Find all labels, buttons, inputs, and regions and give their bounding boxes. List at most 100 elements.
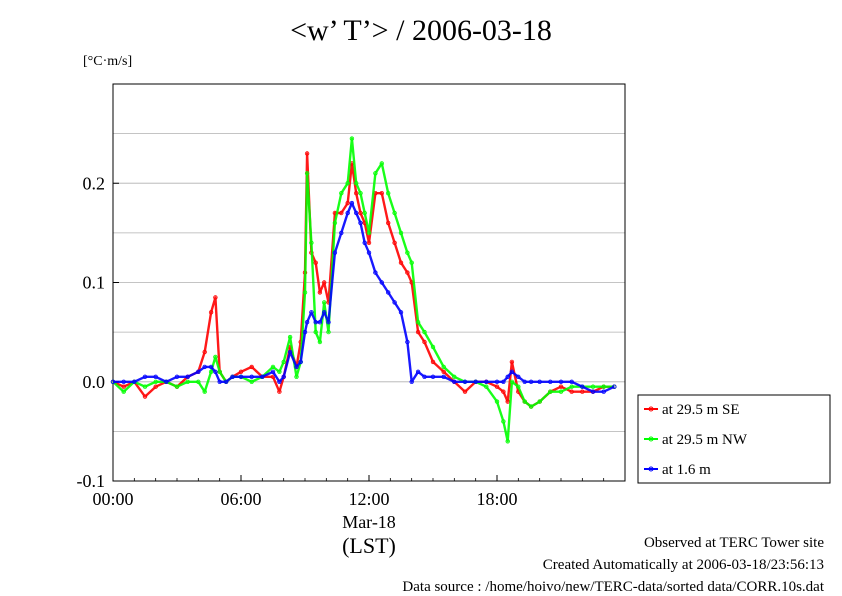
data-point — [373, 270, 378, 275]
data-point — [322, 310, 327, 315]
data-point — [142, 394, 148, 399]
data-point — [185, 379, 190, 384]
data-point — [509, 369, 515, 374]
data-point — [473, 379, 478, 384]
footer-observed-site: Observed at TERC Tower site — [643, 535, 824, 551]
data-point — [422, 339, 427, 345]
data-point — [249, 379, 254, 384]
data-point — [196, 369, 201, 374]
data-point — [110, 379, 116, 384]
data-point — [537, 399, 542, 404]
data-point — [270, 364, 276, 370]
data-point — [362, 240, 367, 245]
legend-label: at 29.5 m NW — [662, 432, 748, 448]
x-tick-label: 06:00 — [220, 489, 261, 509]
data-point — [213, 354, 218, 360]
legend-marker — [648, 406, 654, 412]
data-point — [590, 384, 596, 389]
data-point — [309, 310, 314, 315]
x-tick-label: 12:00 — [348, 489, 389, 509]
data-point — [548, 389, 553, 394]
data-point — [405, 250, 410, 255]
data-point — [509, 379, 515, 384]
data-point — [354, 180, 359, 186]
data-point — [358, 220, 363, 226]
data-point — [501, 389, 506, 394]
data-point — [304, 151, 310, 156]
data-point — [208, 310, 214, 315]
data-point — [339, 210, 344, 216]
data-point — [580, 384, 585, 389]
footer-created-time: Created Automatically at 2006-03-18/23:5… — [542, 557, 824, 573]
data-point — [142, 384, 148, 389]
data-point — [386, 190, 391, 196]
data-point — [332, 220, 338, 226]
data-point — [358, 190, 363, 196]
data-point — [304, 320, 310, 325]
data-point — [441, 369, 446, 374]
data-point — [287, 349, 293, 355]
data-point — [326, 320, 331, 325]
data-point — [196, 379, 201, 384]
data-point — [277, 379, 282, 384]
y-tick-label: -0.1 — [77, 471, 106, 491]
data-point — [409, 379, 414, 384]
x-tick-label: 00:00 — [92, 489, 133, 509]
legend-box — [637, 394, 831, 484]
y-tick-label: 0.2 — [83, 173, 106, 193]
y-tick-label: 0.0 — [83, 372, 106, 392]
y-tick-label: 0.1 — [83, 273, 106, 293]
data-point — [339, 230, 344, 236]
data-point — [294, 364, 299, 370]
legend-marker — [648, 436, 654, 442]
data-point — [249, 364, 254, 370]
data-point — [422, 329, 427, 335]
data-point — [462, 379, 468, 384]
data-point — [260, 374, 265, 379]
data-point — [132, 379, 137, 384]
data-point — [386, 290, 391, 295]
data-point — [366, 240, 372, 245]
data-point — [309, 240, 314, 245]
data-point — [398, 230, 404, 236]
data-point — [358, 210, 363, 216]
data-point — [270, 369, 276, 374]
data-point — [386, 220, 391, 226]
data-point — [322, 300, 327, 305]
data-point — [422, 374, 427, 379]
data-point — [238, 374, 244, 379]
data-point — [164, 379, 169, 384]
footer-data-source: Data source : /home/hoivo/new/TERC-data/… — [402, 579, 824, 595]
data-point — [379, 161, 384, 166]
data-point — [392, 240, 397, 245]
data-point — [462, 389, 468, 394]
data-point — [354, 190, 359, 196]
data-point — [398, 310, 404, 315]
data-point — [569, 379, 574, 384]
data-point — [153, 384, 158, 389]
data-point — [505, 374, 510, 379]
data-point — [405, 339, 410, 345]
data-point — [121, 384, 126, 389]
data-point — [223, 379, 229, 384]
data-point — [430, 344, 436, 350]
data-point — [277, 369, 282, 374]
legend-label: at 29.5 m SE — [662, 402, 740, 418]
legend-label: at 1.6 m — [662, 462, 711, 478]
data-point — [398, 260, 404, 265]
data-point — [339, 190, 344, 196]
data-point — [558, 389, 564, 394]
data-point — [484, 384, 489, 389]
data-point — [174, 374, 180, 379]
data-point — [326, 329, 331, 335]
data-point — [174, 384, 180, 389]
data-point — [516, 384, 521, 389]
chart-title: <w’ T’> / 2006-03-18 — [290, 14, 552, 47]
data-point — [569, 384, 574, 389]
data-point — [494, 399, 500, 404]
data-point — [494, 379, 500, 384]
data-point — [366, 230, 372, 236]
data-point — [153, 379, 158, 384]
data-point — [373, 171, 378, 176]
